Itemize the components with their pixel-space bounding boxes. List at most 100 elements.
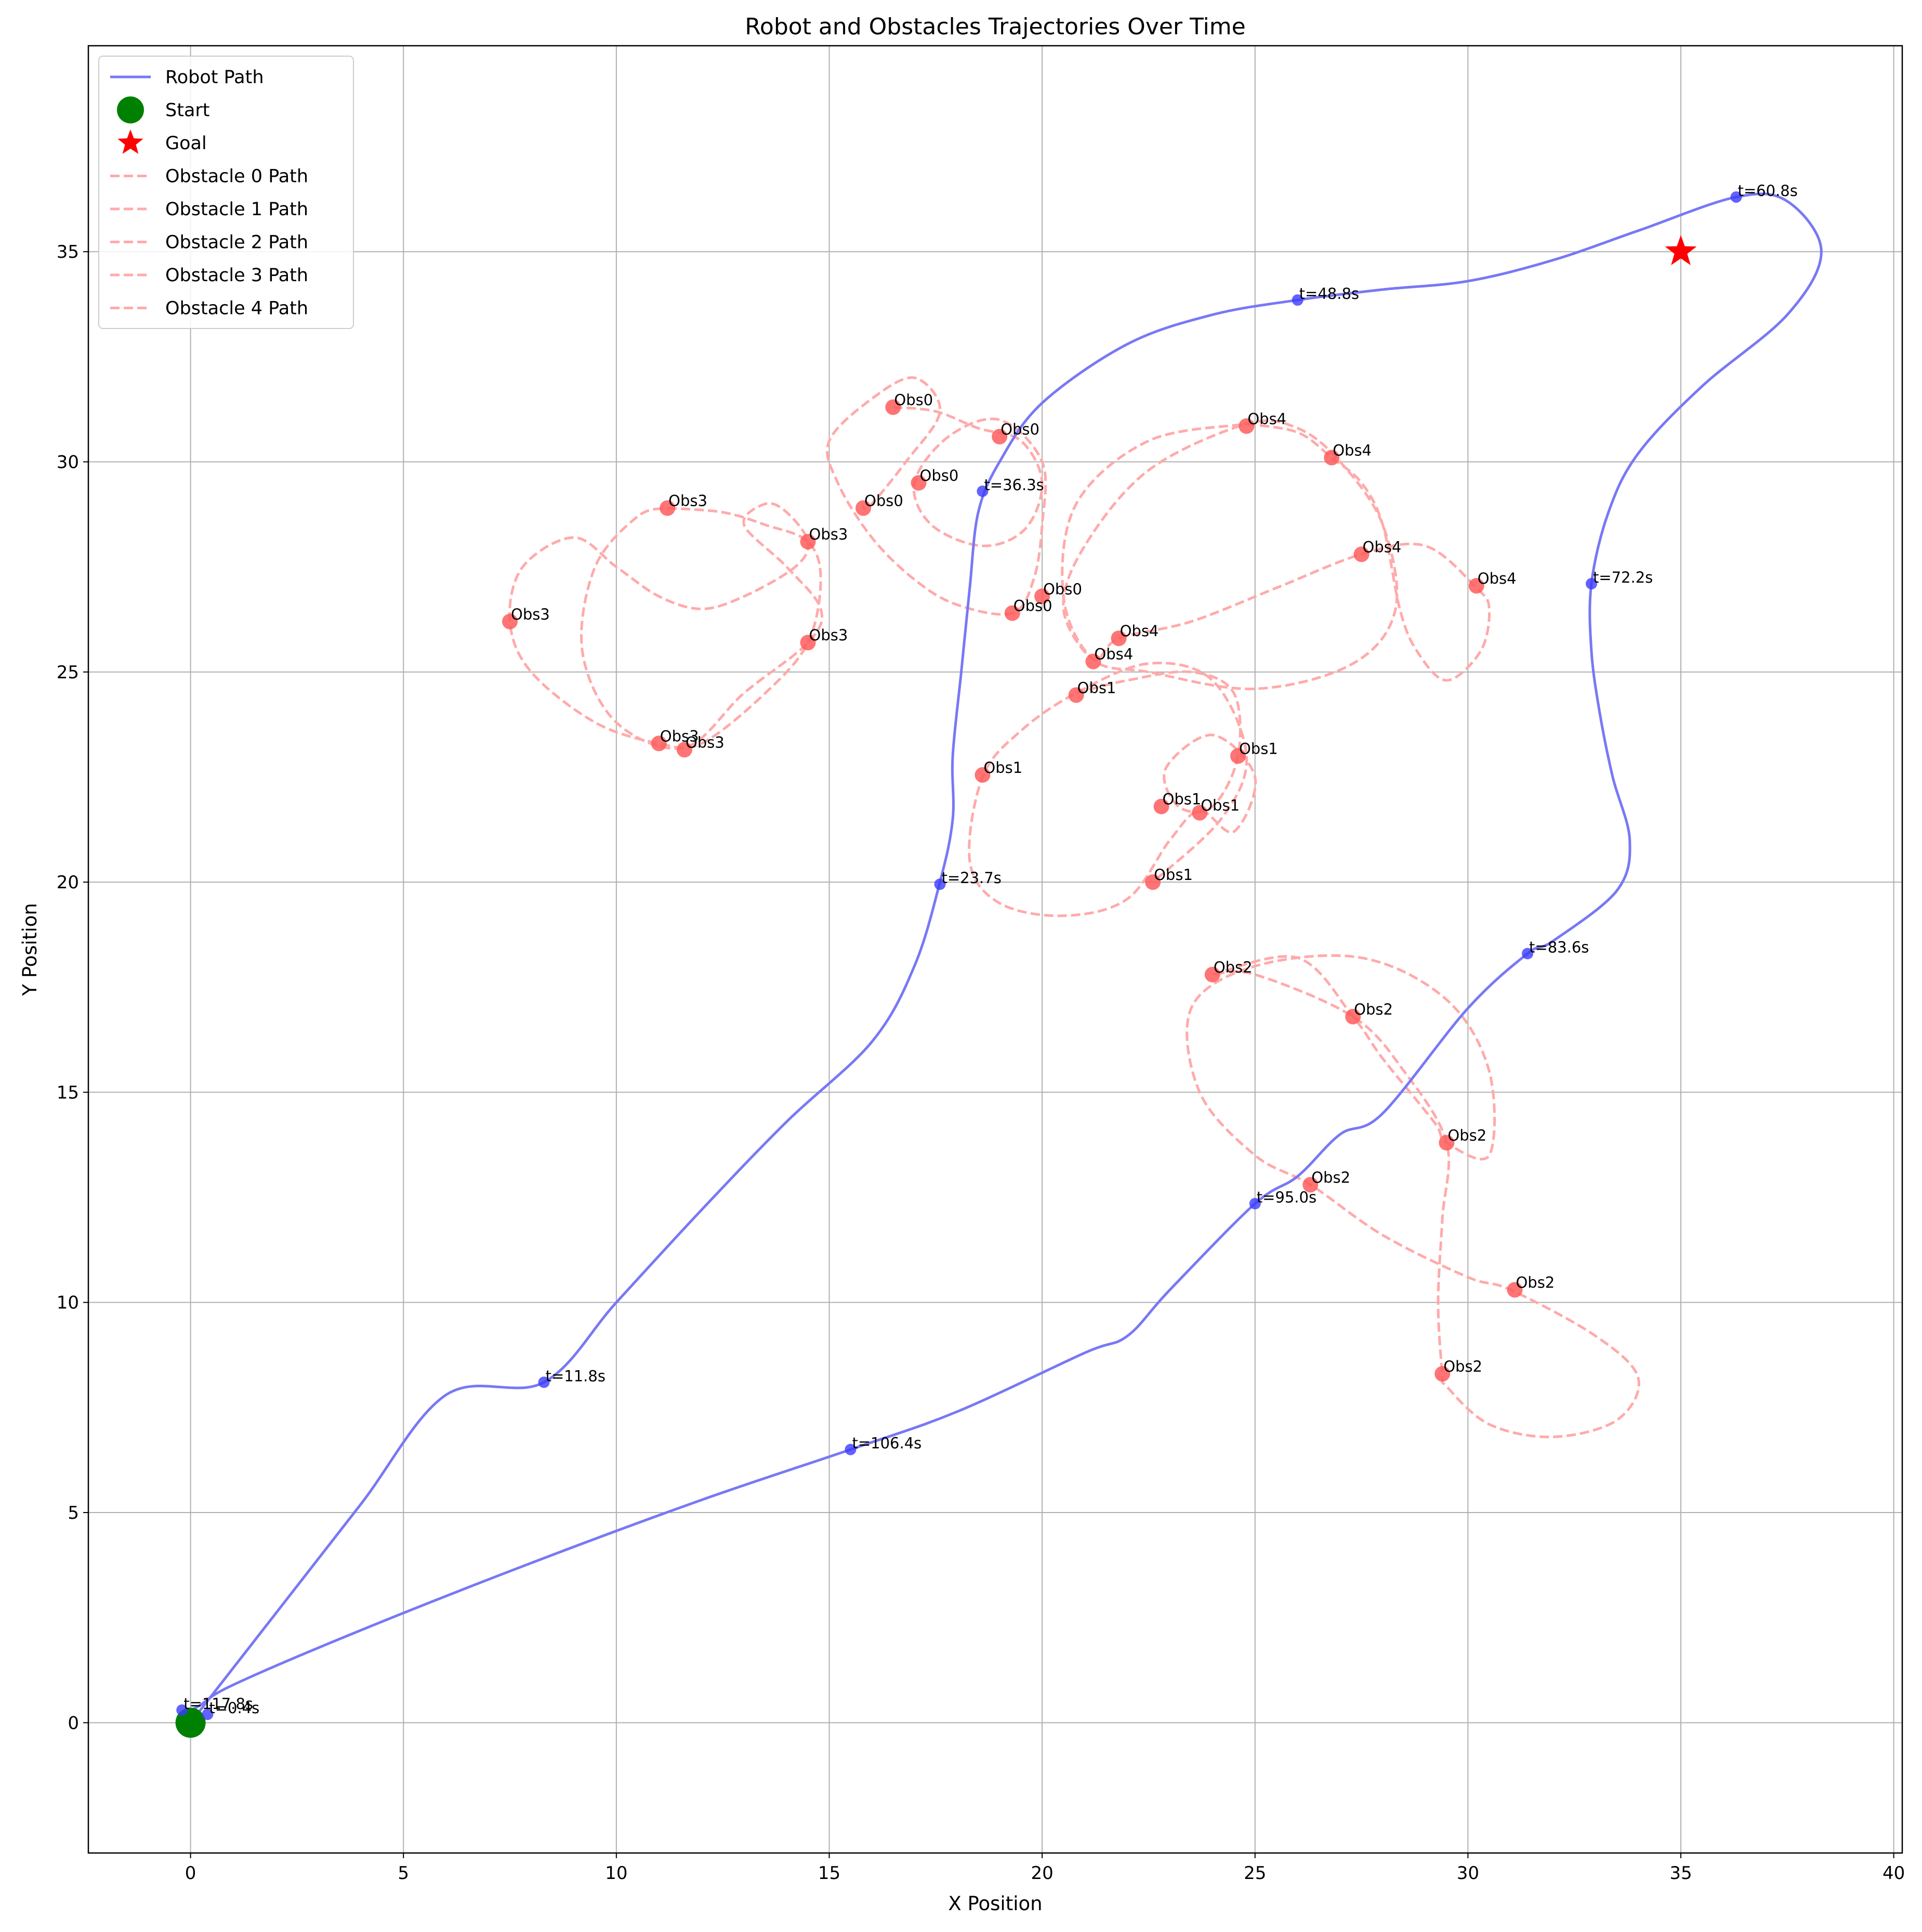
obstacle-label: Obs1 — [1201, 797, 1240, 814]
obstacle-label: Obs3 — [809, 626, 848, 644]
obstacle-marker — [1239, 418, 1255, 434]
legend-label: Obstacle 4 Path — [165, 298, 308, 319]
obstacle-marker — [885, 399, 901, 415]
obstacle-path — [826, 376, 1047, 616]
obstacle-label: Obs2 — [1214, 958, 1253, 976]
robot-time-label: t=117.8s — [183, 1695, 253, 1713]
robot-time-marker — [176, 1704, 188, 1716]
obstacle-marker — [1345, 1008, 1361, 1024]
robot-time-label: t=72.2s — [1593, 569, 1653, 586]
obstacle-label: Obs0 — [864, 492, 903, 509]
legend-label: Start — [165, 100, 210, 121]
obstacle-marker — [651, 735, 667, 752]
obstacle-label: Obs3 — [809, 525, 848, 543]
robot-time-label: t=60.8s — [1737, 182, 1797, 200]
obstacle-marker — [1004, 605, 1020, 621]
obstacle-marker — [800, 635, 816, 651]
obstacle-label: Obs4 — [1120, 622, 1159, 640]
robot-time-marker — [977, 485, 989, 497]
obstacle-label: Obs4 — [1363, 538, 1402, 556]
obstacle-label: Obs4 — [1478, 570, 1517, 587]
robot-time-label: t=36.3s — [984, 476, 1044, 494]
obstacle-label: Obs2 — [1447, 1126, 1486, 1144]
ticks: 0 5 10 15 20 25 30 35 40 0 5 10 15 20 25 30 35 — [57, 242, 1905, 1884]
obstacle-label: Obs0 — [1013, 597, 1052, 615]
robot-time-label: t=83.6s — [1529, 939, 1589, 956]
y-tick-label: 25 — [57, 662, 79, 683]
obstacle-label: Obs1 — [983, 759, 1022, 777]
y-axis-label: Y Position — [19, 903, 41, 996]
obstacle-label: Obs0 — [1001, 420, 1039, 438]
obstacle-label: Obs2 — [1354, 1001, 1393, 1018]
obstacle-marker — [1192, 805, 1208, 821]
obstacle-marker — [1353, 546, 1370, 562]
robot-time-label: t=23.7s — [941, 869, 1001, 887]
y-tick-label: 0 — [68, 1713, 79, 1733]
obstacle-path — [1186, 954, 1640, 1439]
axes-frame — [87, 45, 1903, 1854]
x-tick-label: 40 — [1882, 1863, 1905, 1884]
obstacle-label: Obs0 — [920, 467, 959, 484]
robot-path — [181, 192, 1823, 1724]
y-tick-label: 30 — [57, 452, 79, 473]
robot-time-marker — [1730, 191, 1742, 203]
x-axis-label: X Position — [948, 1892, 1042, 1915]
robot-time-label: t=48.8s — [1299, 285, 1359, 303]
y-tick-label: 20 — [57, 872, 79, 893]
legend-label: Goal — [165, 133, 207, 154]
x-tick-label: 0 — [185, 1863, 196, 1884]
obstacle-label: Obs2 — [1443, 1358, 1482, 1375]
y-tick-label: 5 — [68, 1503, 79, 1523]
obstacle-label: Obs0 — [894, 391, 933, 409]
robot-time-marker — [1292, 294, 1304, 306]
obstacle-marker — [1145, 874, 1161, 890]
robot-time-marker — [1585, 578, 1597, 590]
obstacle-label: Obs1 — [1154, 866, 1193, 884]
obstacle-label: Obs4 — [1094, 646, 1133, 663]
legend-goal-swatch — [117, 129, 143, 154]
obstacle-label: Obs2 — [1516, 1273, 1555, 1291]
robot-time-label: t=0.4s — [209, 1699, 259, 1717]
obstacle-marker — [676, 742, 692, 758]
obstacle-marker — [1324, 450, 1340, 466]
y-tick-label: 15 — [57, 1082, 79, 1103]
robot-time-marker — [934, 878, 946, 890]
obstacle-label: Obs0 — [1043, 580, 1082, 598]
robot-path-group — [181, 192, 1823, 1724]
legend-start-swatch — [117, 96, 144, 124]
obstacle-path — [508, 502, 824, 750]
robot-time-marker — [1522, 948, 1534, 960]
obstacle-marker — [1085, 653, 1101, 669]
x-tick-label: 5 — [398, 1863, 409, 1884]
obstacle-label: Obs3 — [511, 606, 550, 623]
obstacle-label: Obs4 — [1247, 410, 1286, 428]
obstacle-marker — [911, 475, 927, 491]
x-tick-label: 10 — [605, 1863, 627, 1884]
legend-label: Obstacle 0 Path — [165, 166, 308, 187]
x-tick-label: 30 — [1457, 1863, 1479, 1884]
robot-time-label: t=11.8s — [546, 1367, 605, 1385]
x-tick-label: 35 — [1669, 1863, 1692, 1884]
obstacle-marker — [975, 767, 991, 783]
obstacle-label: Obs1 — [1077, 679, 1116, 696]
obstacle-label: Obs3 — [686, 733, 725, 751]
obstacle-label: Obs3 — [660, 727, 699, 745]
legend-label: Obstacle 3 Path — [165, 265, 308, 286]
obstacle-label: Obs1 — [1163, 791, 1202, 808]
legend-label: Robot Path — [165, 67, 264, 88]
obstacle-marker — [800, 534, 816, 550]
obstacle-marker — [1111, 630, 1127, 647]
x-tick-label: 15 — [818, 1863, 840, 1884]
robot-time-marker — [1249, 1198, 1261, 1210]
obstacle-marker — [1439, 1135, 1455, 1151]
obstacle-label: Obs2 — [1311, 1168, 1350, 1186]
obstacle-marker — [1204, 967, 1220, 983]
obstacle-marker — [1468, 578, 1484, 594]
y-tick-label: 10 — [57, 1293, 79, 1313]
robot-time-marker — [845, 1443, 857, 1455]
chart-title: Robot and Obstacles Trajectories Over Ti… — [745, 14, 1245, 40]
obstacle-marker — [1034, 588, 1050, 604]
obstacle-marker — [992, 429, 1008, 445]
legend-label: Obstacle 2 Path — [165, 232, 308, 253]
